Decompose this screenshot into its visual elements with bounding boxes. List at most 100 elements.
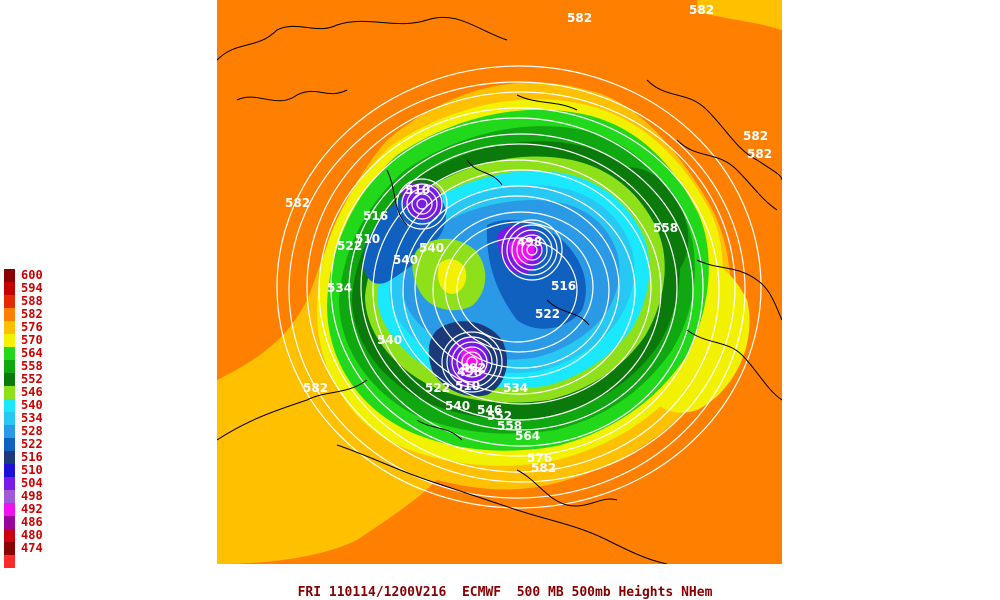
legend-swatch <box>4 503 15 516</box>
contour-line <box>330 117 704 457</box>
contour-label: 498 <box>457 365 482 379</box>
coastlines <box>217 16 782 564</box>
contour-labels: 5825825825825825825825105165105225405345… <box>285 3 772 475</box>
legend-swatch <box>4 269 15 282</box>
contour-label: 510 <box>355 232 380 246</box>
legend-label: 546 <box>21 385 43 399</box>
contour-line <box>396 178 448 230</box>
legend-swatch <box>4 295 15 308</box>
contour-label: 540 <box>377 333 402 347</box>
legend-item: 558 <box>4 360 50 373</box>
legend-item: 486 <box>4 516 50 529</box>
legend-swatch <box>4 542 15 555</box>
legend-swatch <box>4 529 15 542</box>
contour-label: 540 <box>393 253 418 267</box>
contour-label: 498 <box>517 235 542 249</box>
legend-swatch <box>4 451 15 464</box>
legend-item: 546 <box>4 386 50 399</box>
legend-label: 516 <box>21 450 43 464</box>
contour-label: 516 <box>551 279 576 293</box>
legend-item: 510 <box>4 464 50 477</box>
contour-line <box>446 336 498 388</box>
legend-item: 474 <box>4 542 50 555</box>
contour-line <box>461 351 483 373</box>
contour-line <box>516 234 548 266</box>
contour-label: 582 <box>567 11 592 25</box>
contour-label: 558 <box>497 419 522 433</box>
height-contours <box>276 65 762 509</box>
legend-item: 570 <box>4 334 50 347</box>
legend-swatch <box>4 438 15 451</box>
legend-item: 516 <box>4 451 50 464</box>
contour-label: 564 <box>515 429 540 443</box>
legend-label: 594 <box>21 281 43 295</box>
legend-label: 534 <box>21 411 43 425</box>
legend-item: 504 <box>4 477 50 490</box>
legend-item: 534 <box>4 412 50 425</box>
legend-swatch <box>4 516 15 529</box>
legend-swatch <box>4 399 15 412</box>
legend-swatch <box>4 360 15 373</box>
contour-line <box>390 169 652 405</box>
legend-label: 522 <box>21 437 43 451</box>
legend-label: 558 <box>21 359 43 373</box>
contour-label: 582 <box>743 129 768 143</box>
contour-line <box>414 195 620 379</box>
legend-label: 486 <box>21 515 43 529</box>
contour-label: 582 <box>531 461 556 475</box>
legend-swatch <box>4 425 15 438</box>
legend-item: 600 <box>4 269 50 282</box>
legend-label: 564 <box>21 346 43 360</box>
legend-swatch <box>4 308 15 321</box>
contour-label: 576 <box>527 451 552 465</box>
legend-item: 576 <box>4 321 50 334</box>
contour-label: 522 <box>535 307 560 321</box>
contour-line <box>411 193 433 215</box>
legend-bottom-swatch <box>4 555 50 568</box>
contour-line <box>406 188 438 220</box>
legend-item: 480 <box>4 529 50 542</box>
contour-label: 582 <box>303 381 328 395</box>
legend-label: 552 <box>21 372 43 386</box>
legend-label: 492 <box>21 502 43 516</box>
contour-line <box>466 356 478 368</box>
legend-item: 540 <box>4 399 50 412</box>
contour-label: 534 <box>327 281 352 295</box>
legend-swatch <box>4 282 15 295</box>
contour-line <box>360 143 678 431</box>
contour-line <box>318 107 720 473</box>
ridge-576-northeast <box>697 0 782 30</box>
legend-swatch <box>4 386 15 399</box>
legend-item: 582 <box>4 308 50 321</box>
legend-label: 480 <box>21 528 43 542</box>
contour-line <box>288 81 746 499</box>
legend-item: 522 <box>4 438 50 451</box>
contour-line <box>451 341 493 383</box>
legend-label: 510 <box>21 463 43 477</box>
contour-label: 510 <box>405 183 430 197</box>
contour-label: 516 <box>363 209 388 223</box>
contour-line <box>456 346 488 378</box>
legend-label: 528 <box>21 424 43 438</box>
contour-line <box>401 183 443 225</box>
legend-label: 504 <box>21 476 43 490</box>
contour-label: 552 <box>487 409 512 423</box>
contour-label: 540 <box>419 241 444 255</box>
contour-line <box>348 133 694 447</box>
legend-swatch <box>4 321 15 334</box>
contour-label: 582 <box>689 3 714 17</box>
legend-item: 564 <box>4 347 50 360</box>
contour-label: 522 <box>425 381 450 395</box>
legend-swatch <box>4 373 15 386</box>
contour-label: 534 <box>503 381 528 395</box>
map-svg: 5825825825825825825825105165105225405345… <box>217 0 782 564</box>
contour-label: 582 <box>747 147 772 161</box>
contour-label: 540 <box>445 399 470 413</box>
legend-item: 498 <box>4 490 50 503</box>
contour-line <box>416 198 428 210</box>
contour-line <box>511 229 553 271</box>
legend-swatch <box>4 334 15 347</box>
legend-item: 552 <box>4 373 50 386</box>
contour-line <box>521 239 543 261</box>
contour-label: 510 <box>455 379 480 393</box>
